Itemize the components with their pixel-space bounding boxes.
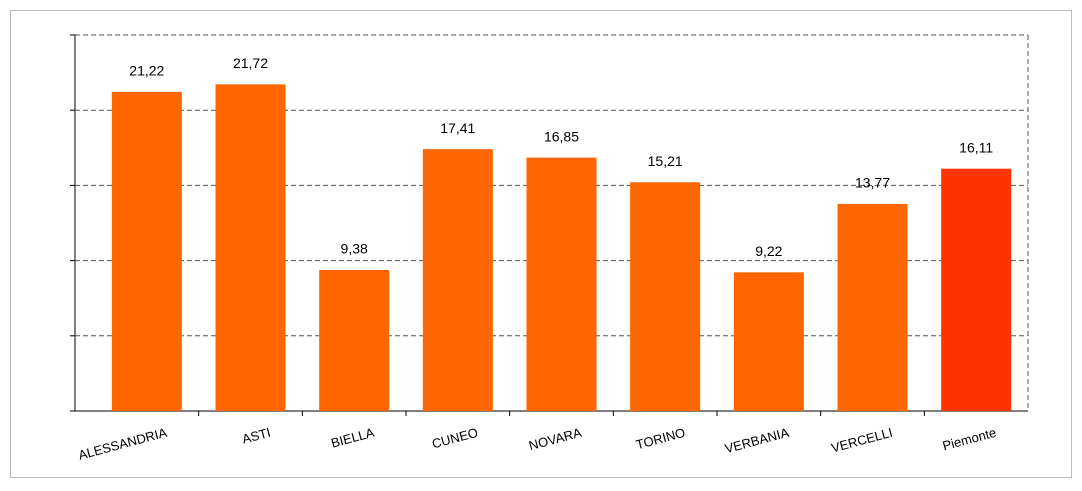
bar <box>111 91 182 411</box>
x-tick-label: VERCELLI <box>830 425 895 456</box>
bar <box>630 182 701 411</box>
bar <box>526 157 597 411</box>
x-tick-label: TORINO <box>634 425 686 453</box>
x-tick-label: CUNEO <box>430 425 479 452</box>
value-label: 16,11 <box>959 139 993 155</box>
value-label: 17,41 <box>440 120 475 136</box>
x-tick-label: BIELLA <box>329 425 376 451</box>
value-label: 15,21 <box>648 153 683 169</box>
bar <box>733 272 804 411</box>
bar <box>837 203 908 411</box>
chart-border <box>10 10 1072 478</box>
value-label: 16,85 <box>544 128 579 144</box>
x-tick-label: VERBANIA <box>723 425 791 457</box>
x-tick-label: ALESSANDRIA <box>77 425 169 463</box>
bar <box>422 149 493 411</box>
bar <box>941 168 1012 411</box>
value-label: 9,38 <box>341 241 368 257</box>
value-label: 21,72 <box>233 55 268 71</box>
x-tick-label: NOVARA <box>527 425 583 454</box>
x-tick-label: ASTI <box>240 425 272 447</box>
value-label: 9,22 <box>755 243 782 259</box>
value-label: 21,22 <box>129 63 164 79</box>
value-label: 13,77 <box>855 175 890 191</box>
bar <box>215 84 286 411</box>
x-tick-label: Piemonte <box>941 425 998 454</box>
bar <box>319 269 390 411</box>
